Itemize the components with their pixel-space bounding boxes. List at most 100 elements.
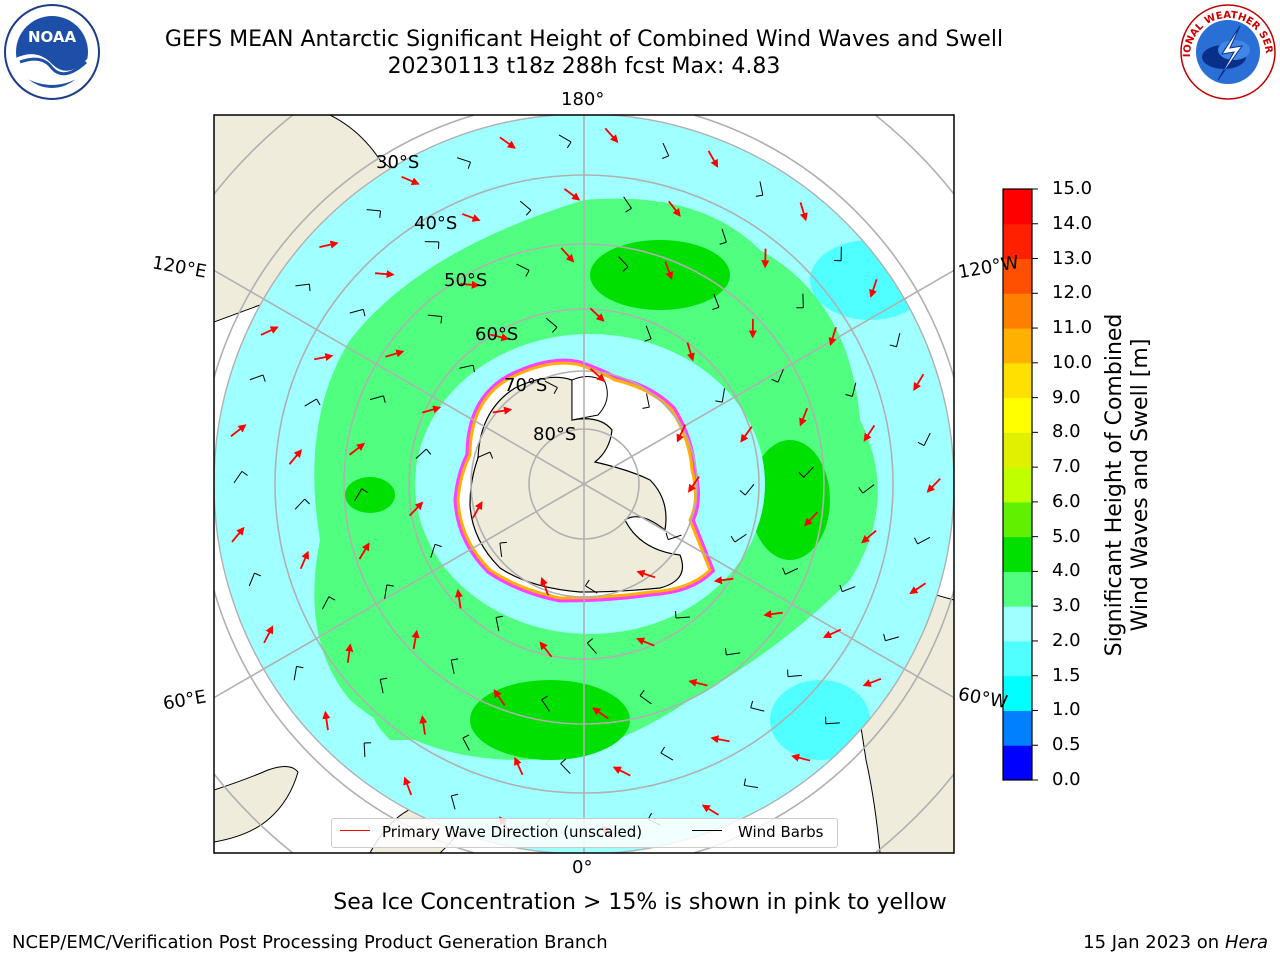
wind-barb-flag: [839, 584, 843, 592]
colorbar-segment: [1003, 258, 1032, 294]
footer-date-text: 15 Jan 2023 on: [1083, 932, 1225, 953]
wind-barb: [249, 374, 264, 381]
swh-peak-indian: [470, 680, 630, 760]
wind-barb: [354, 488, 363, 502]
colorbar-segment: [1003, 710, 1032, 746]
wave-arrow: [421, 405, 442, 414]
wave-arrow: [401, 176, 420, 186]
legend-barb-swatch: [692, 830, 722, 831]
wave-arrow: [314, 353, 334, 362]
wind-barb-flag: [639, 689, 645, 697]
footer-host: Hera: [1224, 932, 1268, 953]
wind-barb-flag: [560, 758, 567, 764]
wave-arrow: [419, 715, 428, 735]
wind-barb: [450, 795, 456, 810]
wave-arrow: [358, 542, 370, 560]
swh-band-1p5-2m-se: [770, 680, 870, 760]
colorbar-segment: [1003, 571, 1032, 607]
wind-barb-flag: [715, 400, 723, 403]
wind-barb: [785, 567, 799, 575]
colorbar-label-line2: Wind Waves and Swell [m]: [1128, 338, 1153, 632]
wind-barb-flag: [362, 309, 366, 317]
wind-barb: [369, 395, 384, 401]
wind-barb: [645, 325, 652, 340]
wave-arrow: [385, 349, 405, 358]
wave-arrow: [804, 511, 819, 527]
wind-barb: [544, 380, 558, 389]
wind-barb-flag: [379, 210, 382, 218]
wind-barb-flag: [660, 746, 665, 754]
wind-barb: [885, 636, 899, 642]
wind-barb-flag: [883, 633, 886, 641]
wave-arrow: [869, 278, 878, 298]
wave-arrow: [863, 424, 876, 442]
wind-barb-flag: [586, 638, 593, 644]
wave-arrow: [460, 280, 480, 289]
colorbar-segment: [1003, 606, 1032, 642]
wave-arrow: [592, 707, 609, 720]
wave-arrow: [492, 406, 513, 415]
chart-subtitle: 20230113 t18z 288h fcst Max: 4.83: [387, 54, 781, 79]
lon-label-180: 180°: [561, 89, 605, 110]
wave-arrow: [604, 127, 619, 143]
wind-barb-flag: [771, 378, 779, 383]
legend-wave-label: Primary Wave Direction (unscaled): [382, 823, 643, 841]
wind-barb: [713, 293, 720, 308]
wind-barb: [295, 283, 310, 287]
colorbar-segment: [1003, 293, 1032, 329]
wave-arrow: [913, 373, 925, 391]
wind-barb-flag: [566, 141, 572, 149]
wave-arrow: [560, 247, 575, 263]
colorbar-segment: [1003, 223, 1032, 260]
footer-credit: NCEP/EMC/Verification Post Processing Pr…: [12, 932, 608, 953]
wind-barb: [667, 534, 682, 541]
wind-barb-flag: [914, 537, 919, 545]
wind-barb-flag: [730, 535, 736, 543]
wind-barb: [896, 333, 901, 347]
colorbar-tick-label: 9.0: [1052, 386, 1081, 408]
wave-arrow: [688, 476, 700, 493]
wave-arrow: [799, 202, 808, 222]
wind-barb: [923, 432, 931, 446]
wind-barb: [662, 142, 670, 156]
colorbar-tick-label: 0.0: [1052, 769, 1081, 790]
wind-barb-flag: [495, 615, 503, 618]
wind-barb-flag: [662, 155, 669, 159]
wind-barb: [321, 596, 330, 610]
wind-barb: [660, 752, 674, 761]
wind-barb: [586, 642, 597, 654]
wind-barb: [726, 652, 741, 656]
colorbar-tick-label: 4.0: [1052, 560, 1081, 582]
wind-barb-flag: [845, 393, 853, 397]
wave-arrow: [740, 426, 753, 443]
wave-arrow: [411, 629, 420, 650]
wind-barb-flag: [241, 470, 248, 476]
colorbar-tick-label: 12.0: [1052, 282, 1093, 304]
colorbar-tick-label: 15.0: [1052, 178, 1093, 199]
colorbar-segment: [1003, 501, 1032, 538]
wind-barb-flag: [725, 647, 727, 655]
wind-barb: [803, 466, 814, 478]
wind-barb: [585, 585, 598, 594]
wave-arrow: [499, 136, 516, 149]
wind-barb: [825, 722, 840, 725]
meridian-line: [214, 483, 585, 699]
wind-barb-flag: [739, 490, 746, 496]
colorbar-tick-label: 13.0: [1052, 247, 1093, 269]
lat-label-30s: 30°S: [376, 152, 420, 173]
wind-barb-flag: [525, 209, 532, 216]
wind-barb: [623, 196, 632, 209]
wind-barb: [541, 699, 550, 712]
colorbar-tick-label: 3.0: [1052, 595, 1081, 617]
wind-barb-flag: [499, 541, 507, 544]
wind-barb-flag: [308, 284, 311, 292]
chart-title: GEFS MEAN Antarctic Significant Height o…: [164, 27, 1004, 52]
meridian-line: [583, 269, 954, 485]
wind-barb-flag: [743, 778, 747, 786]
africa-land: [214, 766, 299, 843]
wave-arrow: [263, 625, 274, 644]
wave-arrow: [828, 327, 837, 346]
wind-barb-flag: [254, 572, 262, 577]
wind-barb-flag: [489, 451, 494, 459]
wind-barb: [750, 707, 765, 712]
